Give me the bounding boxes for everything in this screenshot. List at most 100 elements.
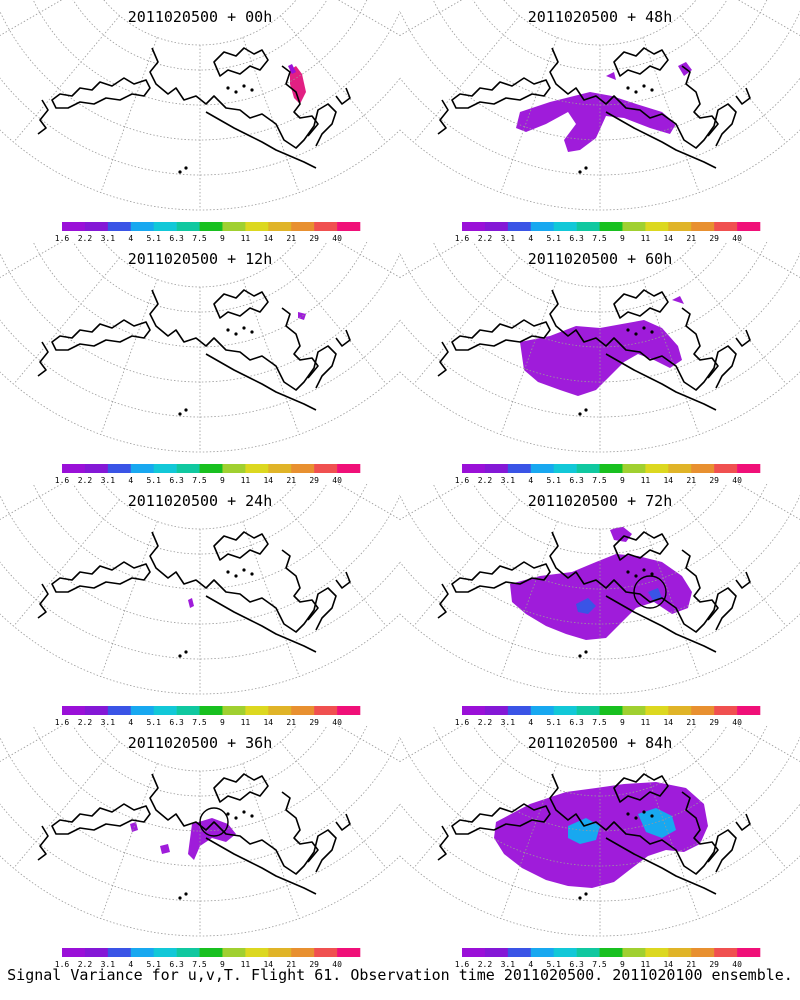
graticule-meridian xyxy=(413,741,520,869)
signal-area xyxy=(610,526,632,542)
colorbar-swatch xyxy=(507,464,532,473)
graticule-meridian xyxy=(13,15,120,143)
colorbar-swatch xyxy=(314,706,338,715)
coastline xyxy=(335,87,351,105)
colorbar-swatch xyxy=(84,948,109,957)
colorbar-swatch xyxy=(576,464,600,473)
coastline xyxy=(51,77,151,109)
coastline xyxy=(281,307,319,379)
colorbar-swatch xyxy=(462,948,486,957)
colorbar-swatch xyxy=(199,948,223,957)
colorbar-swatch xyxy=(337,222,361,231)
colorbar-swatch xyxy=(530,222,554,231)
panel-title: 2011020500 + 48h xyxy=(527,8,673,26)
graticule-latitude xyxy=(456,242,744,313)
colorbar-swatch xyxy=(130,464,154,473)
colorbar-swatch xyxy=(530,948,554,957)
map-canvas xyxy=(400,484,800,695)
map-panel: 2011020500 + 36h 1.6 2.2 3.1 4 5.1 6.3 7.5 9 11 14… xyxy=(0,726,400,968)
colorbar-tick-label: 29 xyxy=(709,476,719,484)
signal-area xyxy=(288,64,296,74)
island xyxy=(642,326,646,330)
colorbar-tick-label: 21 xyxy=(286,234,296,242)
colorbar-swatch xyxy=(176,222,200,231)
colorbar-tick-label: 29 xyxy=(309,960,319,968)
colorbar-tick-label: 9 xyxy=(220,718,225,726)
colorbar-tick-label: 4 xyxy=(128,960,133,968)
island xyxy=(234,816,238,820)
colorbar-tick-label: 2.2 xyxy=(478,234,493,242)
map-boundary xyxy=(0,726,400,937)
panel-title: 2011020500 + 60h xyxy=(527,250,673,268)
colorbar-swatch xyxy=(668,464,692,473)
coastline xyxy=(681,65,719,137)
island xyxy=(584,650,588,654)
colorbar-swatch xyxy=(222,464,246,473)
coastline xyxy=(37,583,49,619)
colorbar-tick-label: 14 xyxy=(663,718,673,726)
graticule-meridian xyxy=(500,279,558,435)
coastline xyxy=(37,341,49,377)
island xyxy=(626,328,630,332)
signal-area xyxy=(290,66,306,104)
colorbar-swatch xyxy=(645,222,669,231)
colorbar-tick-label: 2.2 xyxy=(78,234,93,242)
colorbar-tick-label: 7.5 xyxy=(192,476,207,484)
colorbar-tick-label: 1.6 xyxy=(55,718,70,726)
coastline xyxy=(149,289,337,391)
coastline xyxy=(205,595,317,653)
colorbar-swatch xyxy=(291,948,315,957)
map-canvas xyxy=(400,726,800,937)
island xyxy=(250,330,254,334)
graticule-latitude xyxy=(56,242,344,313)
colorbar-swatch xyxy=(62,706,86,715)
graticule-meridian xyxy=(642,37,700,193)
coastline xyxy=(37,99,49,135)
panel-title: 2011020500 + 36h xyxy=(127,734,273,752)
colorbar-swatch xyxy=(107,464,132,473)
map-panel: 2011020500 + 60h 1.6 2.2 3.1 4 5.1 6.3 7.5 9 11 14… xyxy=(400,242,800,484)
colorbar-swatch xyxy=(484,948,509,957)
island xyxy=(242,326,246,330)
island xyxy=(626,570,630,574)
colorbar-swatch xyxy=(268,464,292,473)
colorbar-swatch xyxy=(337,464,361,473)
map-canvas xyxy=(0,0,400,211)
colorbar-swatch xyxy=(484,706,509,715)
colorbar-swatch xyxy=(268,706,292,715)
coastline xyxy=(735,329,751,347)
colorbar-swatch xyxy=(691,706,715,715)
coastline xyxy=(549,773,737,875)
panel-title: 2011020500 + 00h xyxy=(127,8,273,26)
map-panel: 2011020500 + 24h 1.6 2.2 3.1 4 5.1 6.3 7.5 9 11 14… xyxy=(0,484,400,726)
colorbar-swatch xyxy=(268,948,292,957)
colorbar-swatch xyxy=(737,222,761,231)
graticule-meridian xyxy=(100,37,158,193)
colorbar-swatch xyxy=(107,222,132,231)
colorbar-tick-label: 9 xyxy=(620,960,625,968)
colorbar-swatch xyxy=(576,706,600,715)
signal-area-core xyxy=(638,808,676,838)
colorbar-tick-label: 2.2 xyxy=(478,476,493,484)
colorbar-swatch xyxy=(714,464,738,473)
colorbar-swatch xyxy=(199,464,223,473)
colorbar-swatch xyxy=(668,948,692,957)
colorbar-swatch xyxy=(107,706,132,715)
island xyxy=(578,654,582,658)
colorbar-swatch xyxy=(484,222,509,231)
colorbar-tick-label: 14 xyxy=(263,718,273,726)
colorbar-tick-label: 2.2 xyxy=(78,960,93,968)
coastline xyxy=(451,319,551,351)
graticule-meridian xyxy=(642,279,700,435)
coastline xyxy=(213,531,269,561)
colorbar-swatch xyxy=(645,464,669,473)
colorbar-swatch xyxy=(245,706,269,715)
colorbar-tick-label: 5.1 xyxy=(546,960,561,968)
island xyxy=(242,810,246,814)
colorbar-tick-label: 2.2 xyxy=(78,476,93,484)
colorbar-swatch xyxy=(268,222,292,231)
colorbar-tick-label: 11 xyxy=(241,960,251,968)
colorbar-tick-label: 5.1 xyxy=(546,476,561,484)
colorbar-swatch xyxy=(507,948,532,957)
coastline xyxy=(213,289,269,319)
